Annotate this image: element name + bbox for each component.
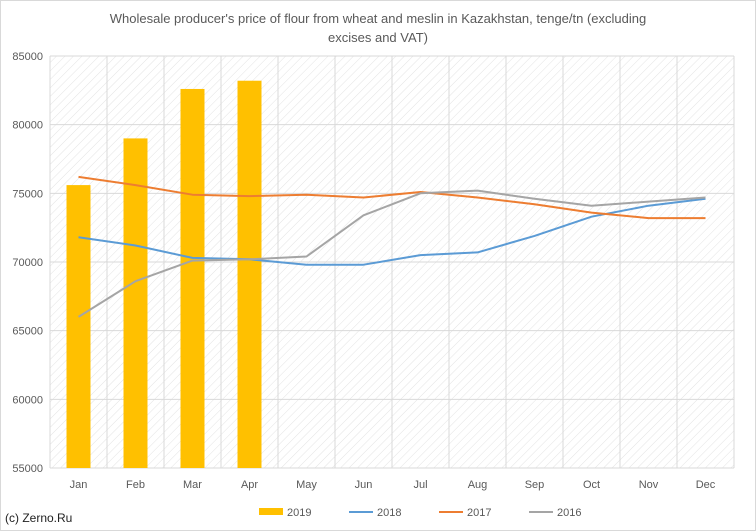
line-series-2017 xyxy=(78,175,706,220)
chart-title-line-2: excises and VAT) xyxy=(328,30,428,45)
legend-label-2016: 2016 xyxy=(557,507,581,519)
x-tick-label: Sep xyxy=(525,479,545,491)
legend-label-2017: 2017 xyxy=(467,507,491,519)
bar-2019-apr xyxy=(237,80,262,468)
y-tick-label: 65000 xyxy=(12,326,43,338)
y-tick-label: 60000 xyxy=(12,394,43,406)
y-tick-label: 75000 xyxy=(12,188,43,200)
x-tick-label: Mar xyxy=(183,479,202,491)
x-tick-label: Jun xyxy=(355,479,373,491)
legend-label-2019: 2019 xyxy=(287,507,311,519)
x-tick-label: Feb xyxy=(126,479,145,491)
line-series-2018 xyxy=(78,197,706,266)
chart-title-line-1: Wholesale producer's price of flour from… xyxy=(110,11,647,26)
x-tick-label: Apr xyxy=(241,479,258,491)
legend-label-2018: 2018 xyxy=(377,507,401,519)
x-tick-label: May xyxy=(296,479,317,491)
lines-series xyxy=(77,175,706,318)
gridlines xyxy=(49,55,735,469)
x-tick-label: Jul xyxy=(413,479,427,491)
y-tick-label: 80000 xyxy=(12,120,43,132)
x-tick-label: Oct xyxy=(583,479,600,491)
x-tick-label: Jan xyxy=(70,479,88,491)
bar-2019-jan xyxy=(66,185,91,469)
copyright-text: (c) Zerno.Ru xyxy=(5,511,72,525)
x-tick-label: Nov xyxy=(639,479,659,491)
legend: 2019 2018 2017 2016 xyxy=(259,507,581,519)
bar-2019-feb xyxy=(123,138,148,468)
x-tick-label: Dec xyxy=(696,479,716,491)
x-tick-label: Aug xyxy=(468,479,488,491)
x-axis: Jan Feb Mar Apr May Jun Jul Aug Sep Oct Nov Dec xyxy=(70,479,716,491)
y-tick-label: 55000 xyxy=(12,463,43,475)
y-tick-label: 85000 xyxy=(12,51,43,63)
line-series-2016 xyxy=(77,189,706,318)
bars-series xyxy=(66,80,262,469)
legend-swatch-2019 xyxy=(259,508,283,515)
y-axis: 55000 60000 65000 70000 75000 80000 85000 xyxy=(12,51,43,475)
bar-2019-mar xyxy=(180,88,205,469)
y-tick-label: 70000 xyxy=(12,257,43,269)
